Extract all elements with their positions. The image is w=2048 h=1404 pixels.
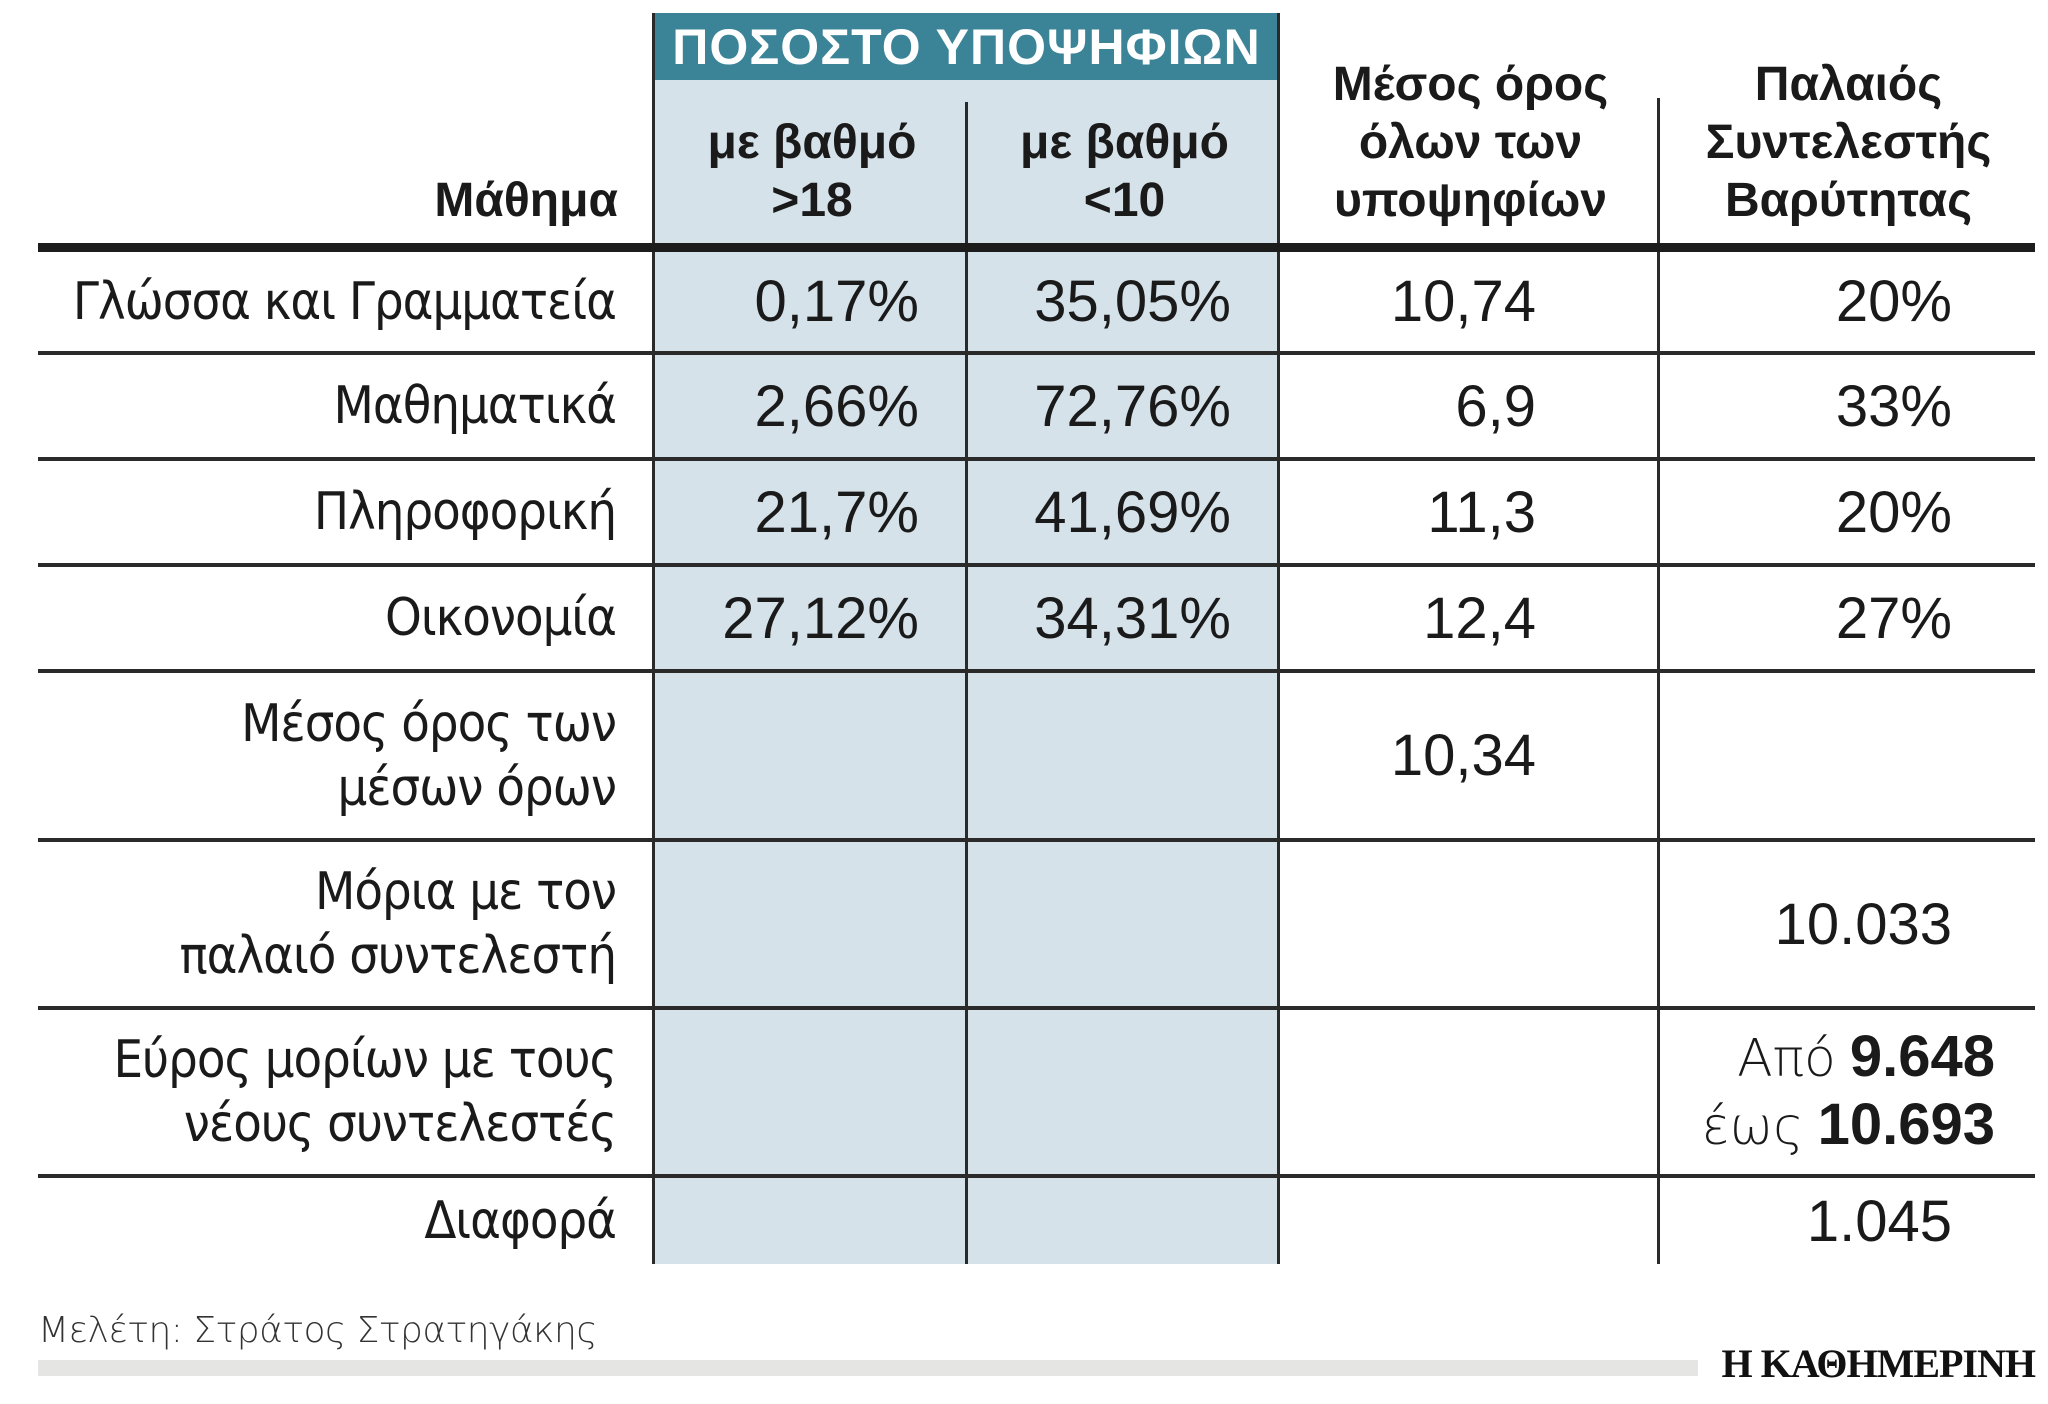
range-to-value: 10.693	[1817, 1092, 1995, 1157]
study-credit: Μελέτη: Στράτος Στρατηγάκης	[38, 1310, 597, 1351]
row-label-points-range-new-coefficients: Εύρος μορίων με τους νέους συντελεστές	[38, 1010, 618, 1174]
row-divider	[38, 457, 2035, 461]
column-header-grade-above-18: με βαθμό >18	[657, 80, 967, 230]
cell-difference: 1.045	[1806, 1188, 1952, 1254]
cell-lt10: 34,31%	[1034, 585, 1231, 651]
row-divider	[38, 838, 2035, 842]
cell-coef: 27%	[1835, 585, 1952, 651]
row-label-difference: Διαφορά	[424, 1191, 617, 1251]
cell-gt18: 2,66%	[754, 373, 919, 439]
column-header-old-weight-coefficient: Παλαιός Συντελεστής Βαρύτητας	[1662, 40, 2035, 230]
column-header-subject-label: Μάθημα	[434, 174, 618, 227]
cell-gt18: 27,12%	[722, 585, 919, 651]
footer-bar	[38, 1360, 1698, 1376]
header-line: με βαθμό	[707, 116, 917, 169]
cell-lt10: 35,05%	[1034, 269, 1231, 334]
column-header-mean-all-candidates: Μέσος όρος όλων των υποψηφίων	[1282, 40, 1659, 230]
publisher-logo: Η ΚΑΘΗΜΕΡΙΝΗ	[1721, 1341, 2036, 1386]
row-label-informatics: Πληροφορική	[313, 482, 617, 542]
header-line: Βαρύτητας	[1724, 174, 1973, 227]
range-from-prefix: Από	[1737, 1029, 1836, 1089]
cell-gt18: 0,17%	[754, 269, 919, 334]
label-line: νέους συντελεστές	[183, 1094, 617, 1154]
range-to: έως 10.693	[1701, 1092, 1995, 1160]
row-divider	[38, 1174, 2035, 1178]
cell-lt10: 41,69%	[1034, 479, 1231, 545]
range-to-prefix: έως	[1701, 1097, 1804, 1157]
header-line: με βαθμό	[1020, 116, 1229, 169]
header-rule	[38, 243, 2035, 252]
cell-points-old-coefficient: 10.033	[1774, 891, 1952, 957]
row-divider	[38, 669, 2035, 673]
cell-average-of-averages: 10,34	[1390, 723, 1536, 788]
row-label-language: Γλώσσα και Γραμματεία	[72, 271, 617, 332]
row-label-economics: Οικονομία	[385, 588, 617, 648]
row-divider	[38, 563, 2035, 567]
label-line: Εύρος μορίων με τους	[113, 1030, 617, 1090]
cell-mean: 11,3	[1427, 479, 1536, 545]
label-line: Μόρια με τον	[314, 862, 617, 922]
range-from-value: 9.648	[1849, 1024, 1995, 1089]
cell-points-range: Από 9.648 έως 10.693	[1662, 1010, 1995, 1174]
header-line: Μέσος όρος	[1332, 58, 1609, 111]
cell-coef: 20%	[1835, 479, 1952, 545]
header-line: υποψηφίων	[1333, 174, 1608, 227]
cell-mean: 6,9	[1455, 373, 1536, 439]
column-header-grade-below-10: με βαθμό <10	[970, 80, 1279, 230]
header-line: όλων των	[1358, 116, 1583, 169]
column-divider	[1657, 98, 1660, 1264]
cell-gt18: 21,7%	[754, 479, 919, 545]
cell-lt10: 72,76%	[1034, 373, 1231, 439]
cell-mean: 12,4	[1423, 585, 1536, 651]
row-label-mathematics: Μαθηματικά	[333, 376, 618, 436]
row-label-average-of-averages: Μέσος όρος των μέσων όρων	[38, 673, 617, 838]
cell-coef: 20%	[1835, 269, 1952, 334]
header-line: Συντελεστής	[1705, 116, 1992, 169]
label-line: Μέσος όρος των	[241, 693, 617, 754]
group-header-candidates-percentage: ΠΟΣΟΣΤΟ ΥΠΟΨΗΦΙΩΝ	[654, 13, 1279, 80]
row-divider	[38, 351, 2035, 355]
column-divider	[652, 13, 655, 1264]
row-divider	[38, 1006, 2035, 1010]
header-line: >18	[771, 174, 853, 227]
cell-coef: 33%	[1835, 373, 1952, 439]
header-line: Παλαιός	[1754, 58, 1943, 111]
column-divider	[1277, 13, 1280, 1264]
label-line: μέσων όρων	[337, 757, 617, 818]
label-line: παλαιό συντελεστή	[179, 926, 617, 986]
column-divider	[965, 102, 968, 1264]
column-header-subject: Μάθημα	[38, 80, 618, 230]
cell-mean: 10,74	[1390, 269, 1536, 334]
range-from: Από 9.648	[1737, 1024, 1995, 1092]
row-label-points-old-coefficient: Μόρια με τον παλαιό συντελεστή	[38, 842, 617, 1006]
header-line: <10	[1083, 174, 1166, 227]
